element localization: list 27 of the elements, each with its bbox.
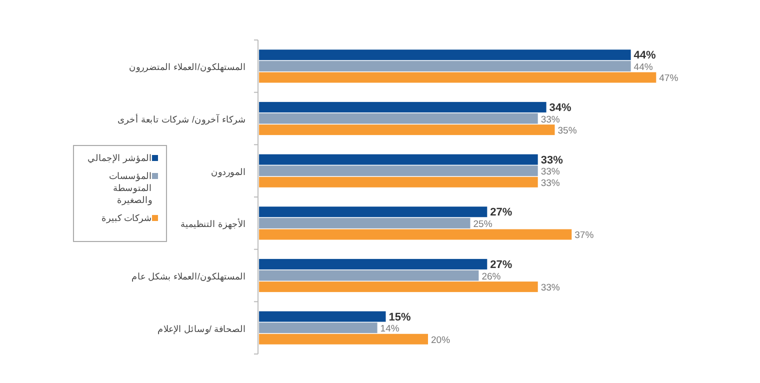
data-label: 33% (540, 154, 564, 166)
y-tick-label: الأجهزة التنظيمية (180, 218, 246, 230)
data-label: 44% (634, 62, 654, 73)
data-label: 37% (574, 230, 594, 242)
data-label: 20% (431, 334, 451, 346)
y-tick-label: المستهلكون/العملاء المتضررون (128, 62, 246, 74)
data-label: 27% (490, 206, 512, 219)
data-label: 15% (388, 311, 411, 324)
data-label: 34% (549, 102, 572, 114)
data-label: 33% (540, 114, 560, 126)
data-label: 33% (540, 282, 560, 294)
y-tick-label: الصحافة /وسائل الإعلام (157, 324, 246, 335)
y-tick-label: المستهلكون/العملاء بشكل عام (131, 272, 246, 282)
legend-label: المؤشر الإجمالي (87, 152, 152, 164)
legend-label: شركات كبيرة (101, 212, 152, 224)
data-label: 27% (490, 258, 512, 271)
data-label: 33% (540, 178, 560, 189)
data-label: 44% (634, 50, 656, 62)
data-label: 14% (380, 324, 400, 335)
data-label: 35% (558, 126, 578, 137)
data-label: 33% (540, 166, 560, 178)
y-tick-label: شركاء آخرون/ شركات تابعة أخرى (117, 112, 246, 126)
data-label: 26% (482, 271, 502, 282)
data-label: 25% (473, 218, 493, 230)
y-tick-label: الموردون (211, 166, 246, 178)
legend-label: المؤسسات المتوسطة والصغيرة (108, 170, 152, 206)
data-label: 47% (659, 73, 679, 84)
